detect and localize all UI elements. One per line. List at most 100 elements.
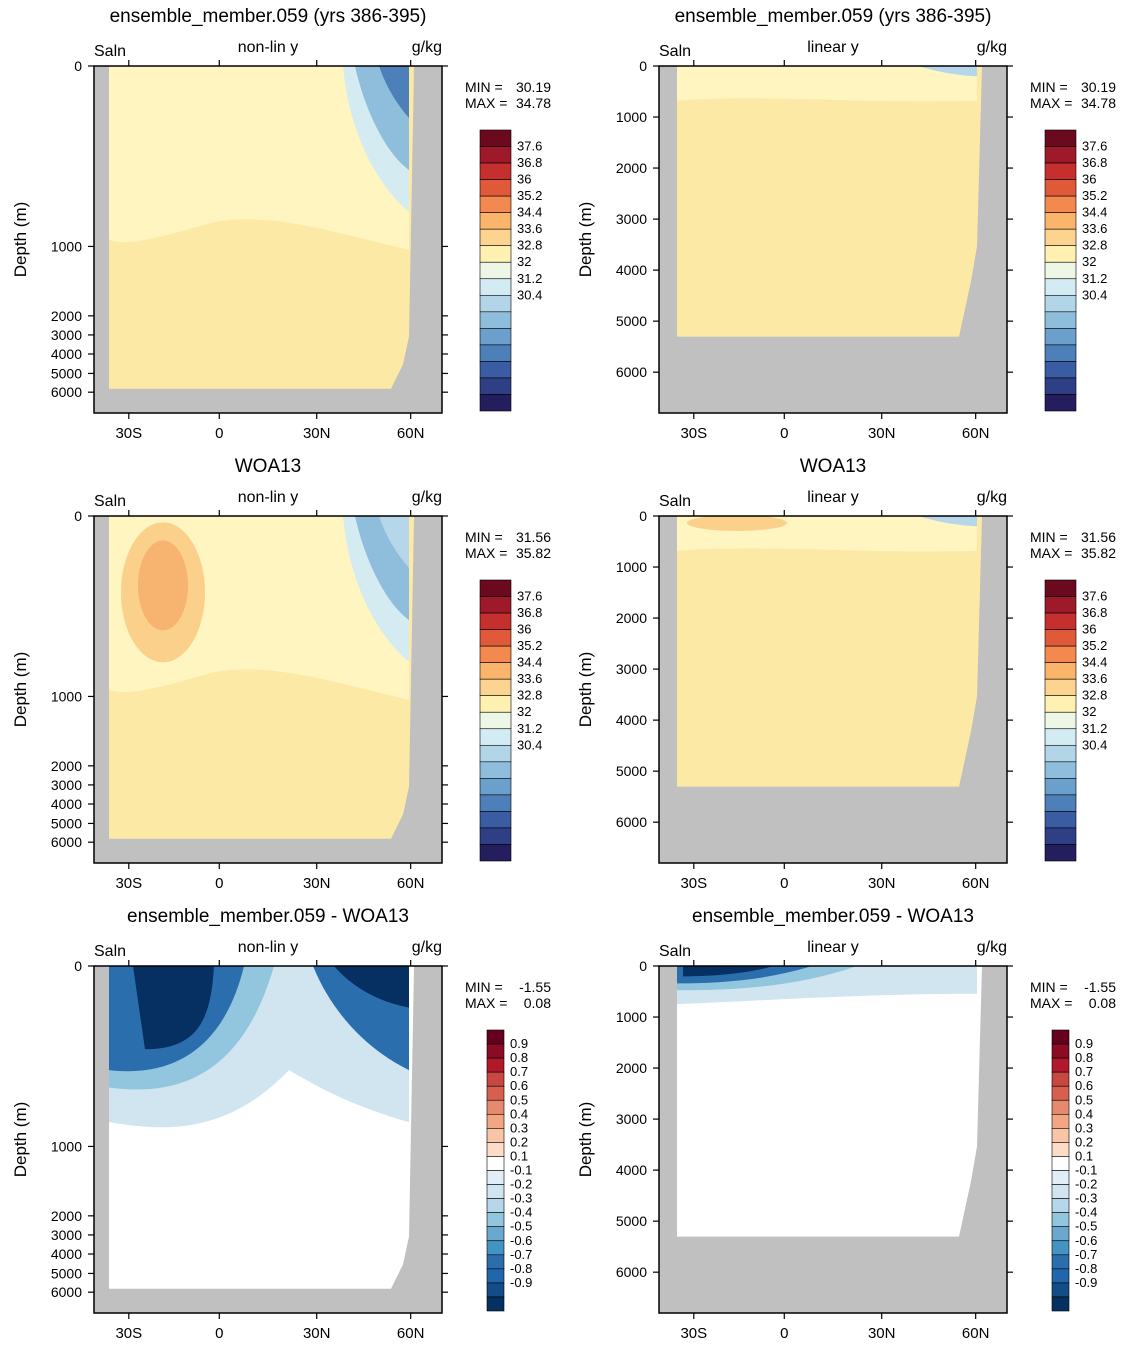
colorbar-label: 31.2	[517, 271, 542, 286]
colorbar-bin	[479, 662, 512, 680]
colorbar-bin	[479, 311, 512, 329]
colorbar-label: 36	[1082, 172, 1096, 187]
x-tick-label: 0	[215, 1325, 223, 1342]
colorbar-bin	[479, 645, 512, 663]
scale-label: linear y	[807, 39, 859, 56]
colorbar-bin	[1051, 1142, 1070, 1157]
colorbar-label: -0.1	[1075, 1163, 1097, 1178]
colorbar-bin	[486, 1254, 505, 1270]
colorbar-label: -0.3	[1075, 1191, 1097, 1206]
variable-label: Saln	[94, 943, 126, 960]
colorbar-bin	[479, 612, 512, 630]
colorbar-label: 37.6	[517, 139, 542, 154]
colorbar-bin	[479, 827, 512, 845]
x-tick-label: 0	[215, 875, 223, 892]
y-tick-label: 4000	[51, 796, 82, 812]
x-tick-label: 30N	[868, 1325, 896, 1342]
colorbar-bin	[479, 129, 512, 147]
colorbar-bin	[479, 328, 512, 346]
panel-title: ensemble_member.059 - WOA13	[692, 906, 974, 927]
panel-2: ensemble_member.059 (yrs 386-395) Saln lin…	[576, 6, 1116, 442]
scale-label: non-lin y	[238, 939, 298, 956]
colorbar-label: 0.9	[1075, 1036, 1093, 1051]
colorbar-bin	[486, 1142, 505, 1157]
contour-max	[687, 516, 787, 531]
y-tick-label: 3000	[51, 1227, 82, 1243]
y-tick-label: 4000	[51, 1246, 82, 1262]
max-value: 35.82	[516, 545, 551, 561]
min-value: -1.55	[1084, 979, 1116, 995]
x-tick-label: 30S	[115, 1325, 142, 1342]
colorbar-bin	[1044, 261, 1077, 280]
y-tick-label: 2000	[616, 610, 647, 626]
colorbar-label: -0.2	[1075, 1177, 1097, 1192]
y-tick-label: 3000	[51, 777, 82, 793]
contour-diff-core	[683, 966, 773, 977]
colorbar-label: -0.6	[1075, 1233, 1097, 1248]
colorbar-bin	[479, 695, 512, 713]
colorbar-label: 36	[1082, 622, 1096, 637]
x-tick-label: 60N	[397, 425, 425, 442]
colorbar-bin	[1044, 377, 1077, 395]
colorbar-label: 33.6	[1082, 671, 1107, 686]
contour-fresh	[917, 516, 977, 527]
colorbar-bin	[1044, 761, 1077, 779]
colorbar-label: 0.7	[510, 1064, 528, 1079]
x-tick-label: 0	[780, 875, 788, 892]
colorbar-label: 0.4	[1075, 1106, 1093, 1121]
colorbar-bin	[1044, 228, 1077, 247]
colorbar-bin	[479, 245, 512, 263]
y-tick-label: 5000	[51, 1265, 82, 1281]
x-tick-label: 60N	[962, 1325, 990, 1342]
units-label: g/kg	[977, 489, 1007, 506]
max-label: MAX =	[465, 995, 507, 1011]
contour-fresh	[917, 66, 977, 77]
colorbar-bin	[486, 1128, 505, 1143]
colorbar-bin	[486, 1184, 505, 1199]
plot-area	[659, 966, 1007, 1313]
colorbar-label: 31.2	[1082, 721, 1107, 736]
colorbar-bin	[1051, 1184, 1070, 1199]
colorbar-label: 0.7	[1075, 1064, 1093, 1079]
panel-title: ensemble_member.059 - WOA13	[127, 906, 409, 927]
panel-title: WOA13	[235, 456, 302, 477]
colorbar-bin	[1044, 328, 1077, 346]
colorbar-label: 0.5	[510, 1092, 528, 1107]
min-label: MIN =	[1030, 979, 1068, 995]
colorbar-bin	[1051, 1128, 1070, 1143]
colorbar-bin	[479, 711, 512, 730]
colorbar-bin	[479, 294, 512, 313]
colorbar-bin	[479, 179, 512, 197]
colorbar-bin	[1051, 1268, 1070, 1284]
colorbar-bin	[479, 394, 512, 412]
y-tick-label: 1000	[616, 1009, 647, 1025]
min-value: 30.19	[516, 79, 551, 95]
colorbar-label: 30.4	[1082, 737, 1107, 752]
plot-frame	[93, 965, 443, 1314]
colorbar-label: 32.8	[517, 688, 542, 703]
plot-frame	[658, 965, 1008, 1314]
colorbar-label: 32.8	[1082, 688, 1107, 703]
colorbar-bin	[1044, 695, 1077, 713]
ocean-field	[677, 966, 982, 1237]
colorbar-label: 0.1	[510, 1148, 528, 1163]
x-tick-label: 30N	[303, 875, 331, 892]
colorbar-label: 0.2	[510, 1134, 528, 1149]
x-tick-label: 30N	[303, 425, 331, 442]
colorbar-bin	[1044, 612, 1077, 630]
colorbar-label: 32.8	[1082, 238, 1107, 253]
colorbar-bin	[1051, 1156, 1070, 1171]
colorbar-label: -0.7	[1075, 1247, 1097, 1262]
colorbar-bin	[479, 596, 512, 614]
colorbar-bin	[479, 778, 512, 796]
colorbar-bin	[1044, 162, 1077, 180]
colorbar-bin	[486, 1198, 505, 1213]
plot-frame	[658, 65, 1008, 414]
max-label: MAX =	[1030, 545, 1072, 561]
colorbar-label: 36.8	[1082, 155, 1107, 170]
panel-title: ensemble_member.059 (yrs 386-395)	[110, 6, 427, 27]
colorbar-label: 33.6	[1082, 221, 1107, 236]
plot-area	[94, 966, 442, 1313]
colorbar-label: -0.5	[1075, 1219, 1097, 1234]
colorbar-bin	[1044, 778, 1077, 796]
